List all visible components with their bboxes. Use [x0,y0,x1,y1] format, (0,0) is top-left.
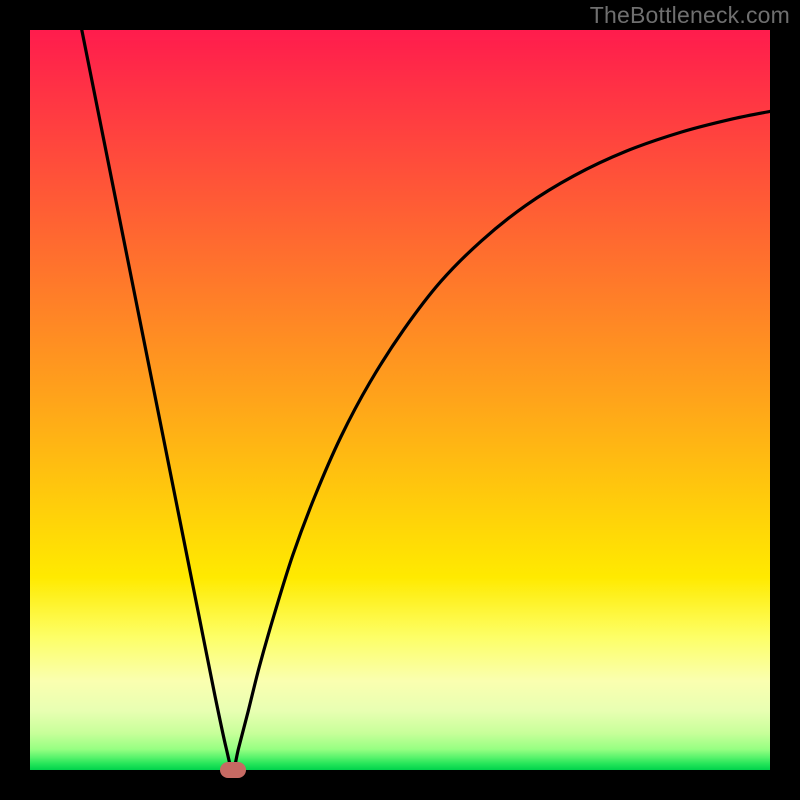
bottleneck-curve [82,30,770,770]
bottleneck-curve-svg [30,30,770,770]
plot-frame [30,30,770,770]
optimum-marker [220,762,246,778]
watermark-text: TheBottleneck.com [590,2,790,29]
